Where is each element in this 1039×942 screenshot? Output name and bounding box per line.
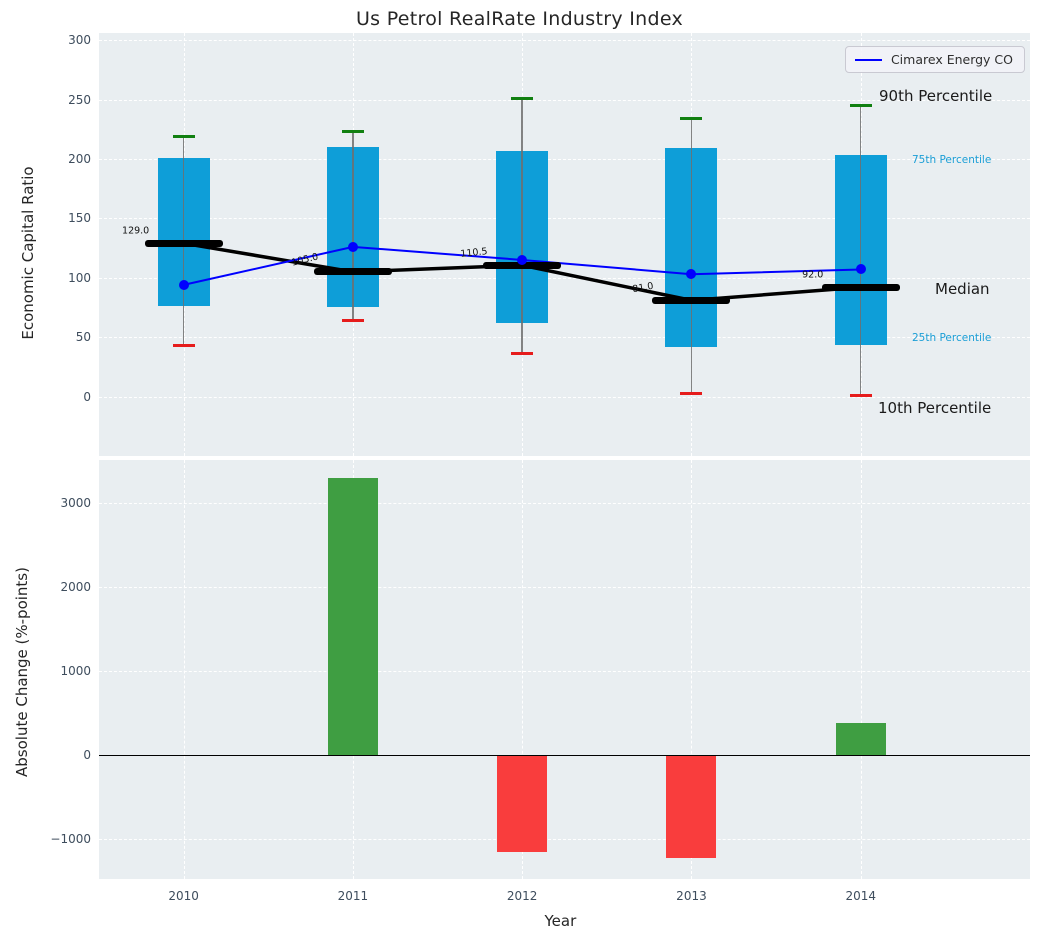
top-y-axis-label: Economic Capital Ratio	[19, 166, 37, 340]
bottom-y-tick-label: 0	[83, 748, 91, 763]
label-10th-percentile: 10th Percentile	[878, 399, 992, 417]
top-y-tick-label: 100	[68, 270, 91, 285]
cimarex-point	[347, 241, 358, 252]
median-value-annotation: 92.0	[802, 269, 824, 281]
median-segment	[821, 283, 900, 291]
top-y-tick-label: 300	[68, 33, 91, 48]
median-segment	[652, 296, 731, 304]
legend-line-swatch	[854, 58, 882, 61]
h-gridline	[99, 99, 1030, 101]
bottom-axes	[99, 460, 1030, 879]
top-y-tick-label: 250	[68, 92, 91, 107]
h-gridline	[99, 670, 1030, 672]
top-y-tick-label: 0	[83, 389, 91, 404]
bottom-y-tick-label: 1000	[60, 663, 91, 678]
top-y-tick-label: 200	[68, 151, 91, 166]
h-gridline	[99, 158, 1030, 160]
whisker-cap-10th	[849, 393, 872, 397]
legend-label: Cimarex Energy CO	[890, 52, 1013, 67]
h-gridline	[99, 40, 1030, 42]
cimarex-point	[855, 264, 866, 275]
bottom-y-tick-label: 3000	[60, 495, 91, 510]
cimarex-point	[178, 279, 189, 290]
x-tick-label: 2013	[676, 889, 707, 903]
whisker-cap-10th	[680, 391, 703, 395]
label-75th-percentile: 75th Percentile	[912, 154, 992, 166]
whisker-cap-90th	[172, 134, 195, 138]
zero-axis-line	[99, 755, 1030, 757]
h-gridline	[99, 502, 1030, 504]
v-gridline	[183, 460, 185, 879]
x-tick-label: 2012	[506, 889, 538, 903]
whisker-cap-10th	[341, 319, 364, 323]
top-y-tick-label: 150	[68, 211, 91, 226]
median-value-annotation: 129.0	[122, 225, 150, 237]
median-value-annotation: 105.0	[290, 251, 320, 269]
whisker-line	[521, 98, 523, 354]
chart-title: Us Petrol RealRate Industry Index	[355, 8, 684, 30]
cimarex-point	[686, 269, 697, 280]
median-segment	[483, 261, 562, 269]
h-gridline	[99, 396, 1030, 398]
x-tick-label: 2011	[337, 889, 369, 903]
median-value-annotation: 110.5	[460, 246, 489, 261]
change-bar-positive	[835, 722, 886, 756]
whisker-cap-90th	[849, 103, 872, 107]
whisker-cap-10th	[172, 343, 195, 347]
legend: Cimarex Energy CO	[844, 46, 1025, 73]
change-bar-negative	[666, 755, 717, 859]
cimarex-point	[517, 254, 528, 265]
bottom-y-tick-label: 2000	[60, 579, 91, 594]
whisker-cap-10th	[511, 352, 534, 356]
top-axes: 129.0 105.0 110.5 81.0 92.0 Cimarex Energy C…	[99, 33, 1030, 456]
change-bar-negative	[497, 755, 548, 852]
change-bar-positive	[327, 477, 378, 755]
h-gridline	[99, 218, 1030, 220]
label-90th-percentile: 90th Percentile	[879, 87, 993, 105]
v-gridline	[860, 460, 862, 879]
median-segment	[144, 239, 223, 247]
bottom-y-axis-label: Absolute Change (%-points)	[13, 567, 31, 777]
bottom-y-tick-label: −1000	[50, 832, 91, 847]
h-gridline	[99, 337, 1030, 339]
h-gridline	[99, 586, 1030, 588]
whisker-cap-90th	[511, 96, 534, 100]
whisker-cap-90th	[341, 130, 364, 134]
x-tick-label: 2010	[168, 889, 199, 903]
v-gridline	[522, 460, 524, 879]
whisker-cap-90th	[680, 117, 703, 121]
top-y-tick-label: 50	[75, 330, 91, 345]
whisker-line	[352, 131, 354, 321]
label-25th-percentile: 25th Percentile	[912, 332, 992, 344]
median-segment	[313, 268, 392, 276]
x-tick-label: 2014	[845, 889, 876, 903]
label-median: Median	[935, 280, 990, 298]
v-gridline	[691, 460, 693, 879]
x-axis-label: Year	[544, 912, 577, 930]
median-value-annotation: 81.0	[632, 281, 655, 296]
h-gridline	[99, 839, 1030, 841]
